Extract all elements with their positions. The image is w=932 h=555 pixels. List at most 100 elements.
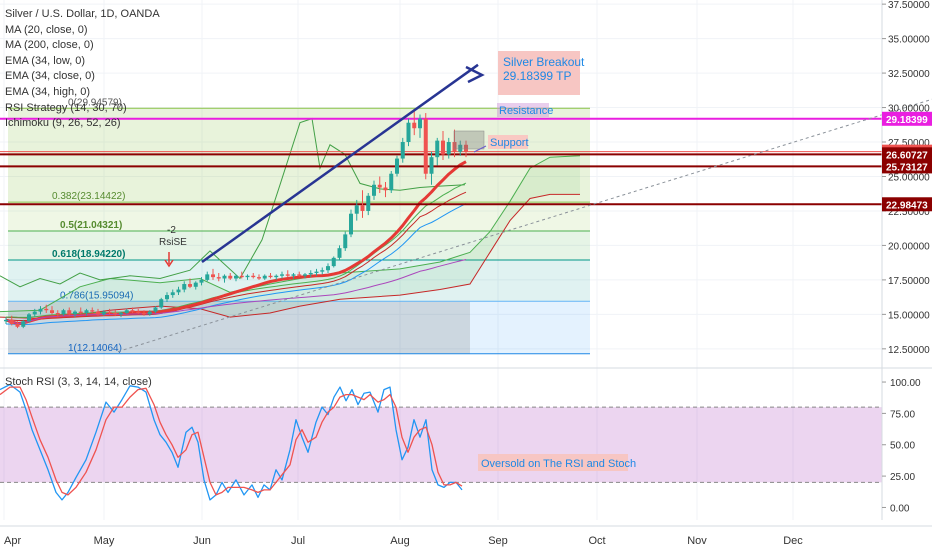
stoch-line-k [0,383,463,501]
candle [337,245,342,261]
candle [418,114,422,138]
candle-body [153,307,158,312]
candle-body [331,257,336,267]
resistance-label-box [497,103,549,117]
y-tick-label-9: 35.00000 [888,35,930,46]
candle-body [377,184,382,188]
candle [314,268,319,276]
candle-body [337,248,342,258]
candle [331,256,336,268]
stoch-tick-label-2: 50.00 [890,441,915,452]
candle-body [61,310,66,315]
candle-body [124,310,129,313]
candle-body [136,311,141,313]
candle [84,308,89,316]
legend-ema34-high: EMA (34, high, 0) [5,85,90,98]
candle-body [257,277,261,279]
oversold-label: Oversold on The RSI and Stoch [481,458,636,470]
candle [354,199,359,221]
candle [78,307,83,315]
candle [15,321,20,329]
y-tick-label-4: 22.50000 [888,207,930,218]
background-layer: 0(29.94579) 0.382(23.14422) 0.5(21.04321) 0… [0,0,882,520]
price-tag-label-2: 26.60727 [886,150,928,161]
candle [320,267,325,275]
candle-body [251,275,256,278]
candle [170,289,175,298]
candle [38,306,43,315]
stoch-tick-label-1: 25.00 [890,472,915,483]
legend-ema34-low: EMA (34, low, 0) [5,54,86,67]
candle [119,311,123,318]
candle-body [222,275,227,279]
candle [211,268,215,280]
candle-body [188,284,192,287]
candle [222,274,227,283]
candle-body [182,284,187,290]
candle-body [44,308,49,311]
candle [176,286,181,296]
legend-symbol: Silver / U.S. Dollar, 1D, OANDA [5,8,160,20]
candle-body [395,158,399,174]
candle [389,170,394,194]
candle [234,274,238,282]
candle [216,273,221,282]
candle-body [360,205,365,211]
main-legend: Silver / U.S. Dollar, 1D, OANDA MA (20, … [5,7,160,132]
candle [107,308,112,315]
candle [4,317,8,325]
candle-body [119,312,123,315]
candle-body [216,277,221,279]
candle [239,271,244,279]
candle-body [234,275,238,279]
price-tag-box-3 [882,159,932,174]
candle [67,307,72,316]
candle [458,140,463,156]
candle-body [27,314,31,322]
candle-body [73,311,77,315]
candle-body [372,184,376,196]
rsi-marker-value: -2 [167,225,176,236]
breakout-arrow-head [465,65,485,84]
candle [182,281,187,293]
candle-body [343,234,348,249]
x-tick-label-3: Jul [291,535,305,547]
candle [55,310,60,318]
y-tick-label-0: 12.50000 [888,345,930,356]
candle-body [268,275,273,278]
candle-body [285,274,290,276]
ma200-line [5,259,467,325]
candle [21,319,26,329]
candles-layer [4,108,468,329]
fib-label-5: 1(12.14064) [68,343,122,354]
x-tick-label-2: Jun [193,535,211,547]
candle [372,180,376,200]
legend-rsi-strategy: RSI Strategy (14, 30, 70) [5,101,127,114]
price-tag-label-4: 22.98473 [886,200,928,211]
candle-body [193,282,198,287]
candle [61,308,66,316]
candle-body [78,311,83,313]
candle-body [291,274,296,276]
candle-body [113,312,118,315]
callout-title: Silver Breakout [503,55,585,69]
candle-body [383,187,388,191]
candle-body [412,122,417,129]
candle [303,273,307,279]
candle-body [9,319,14,325]
breakout-arrow-line [201,63,479,263]
candle [124,308,129,315]
legend-ema34-close: EMA (34, close, 0) [5,70,95,83]
candle [32,308,37,318]
price-range-box [8,301,470,354]
candle [147,310,152,316]
candle [423,113,428,180]
candle [44,304,49,313]
stoch-band-fill [0,407,882,483]
candle-body [228,275,233,279]
candle-body [239,275,244,278]
oversold-label-box [478,454,628,471]
x-tick-label-7: Nov [687,535,707,547]
